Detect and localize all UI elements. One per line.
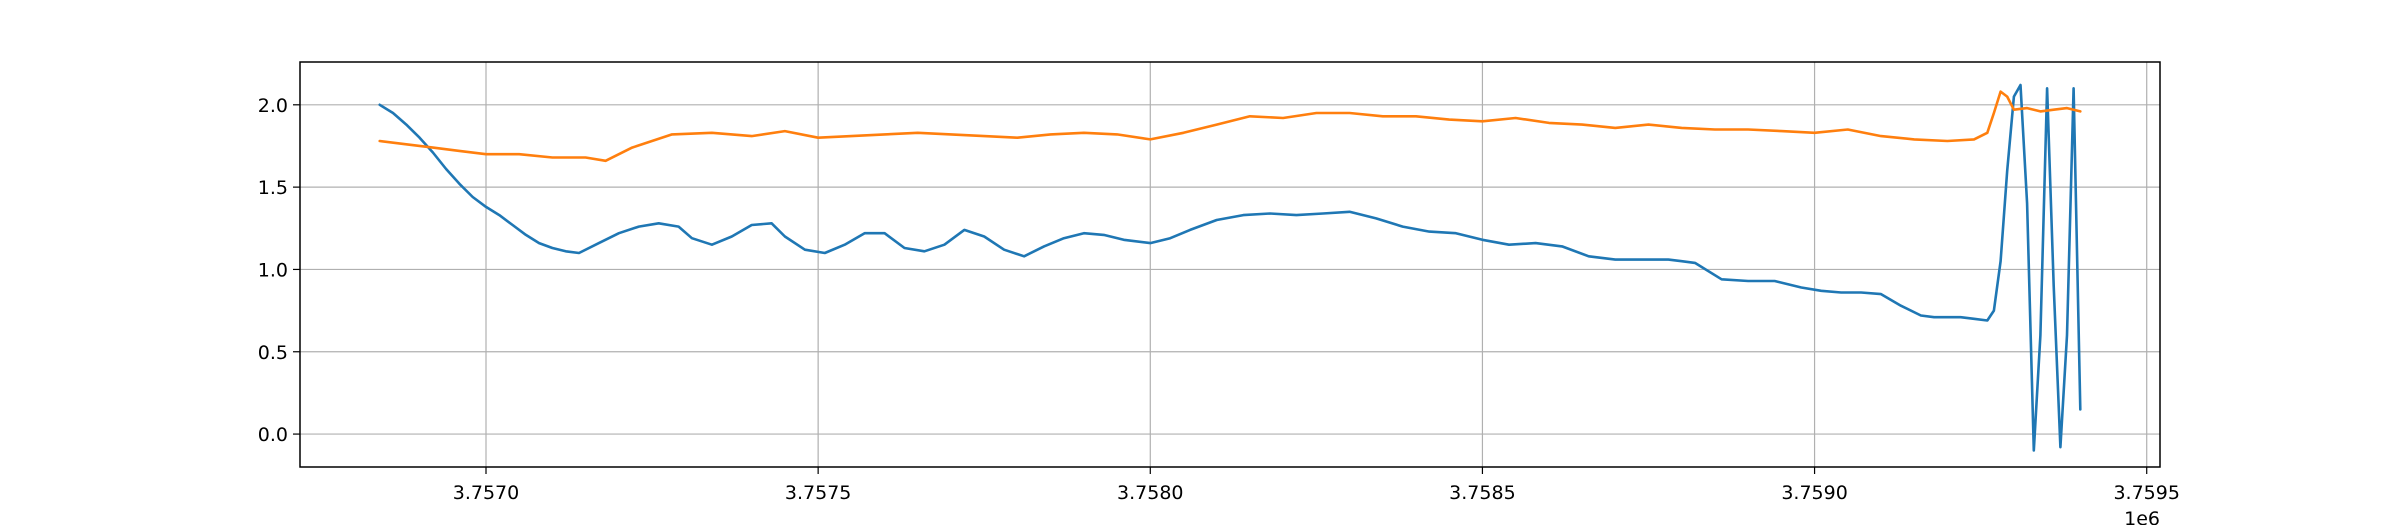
y-axis: 0.0 0.5 1.0 1.5 2.0: [258, 95, 300, 446]
series-line-2: [378, 90, 2082, 163]
x-axis-offset-label: 1e6: [2124, 508, 2160, 525]
x-tick-label: 3.7590: [1781, 482, 1847, 504]
grid: [300, 62, 2160, 467]
x-axis: 3.7570 3.7575 3.7580 3.7585 3.7590 3.7595: [453, 467, 2180, 504]
series-layer: [378, 83, 2082, 452]
y-tick-label: 0.0: [258, 424, 288, 446]
x-tick-label: 3.7595: [2113, 482, 2179, 504]
y-tick-label: 1.0: [258, 259, 288, 281]
x-tick-label: 3.7585: [1449, 482, 1515, 504]
y-tick-label: 0.5: [258, 342, 288, 364]
y-tick-label: 2.0: [258, 95, 288, 117]
x-tick-label: 3.7580: [1117, 482, 1183, 504]
series-line-1: [378, 83, 2082, 452]
x-tick-label: 3.7570: [453, 482, 519, 504]
plot-frame: [299, 61, 2161, 468]
x-tick-label: 3.7575: [785, 482, 851, 504]
y-tick-label: 1.5: [258, 177, 288, 199]
